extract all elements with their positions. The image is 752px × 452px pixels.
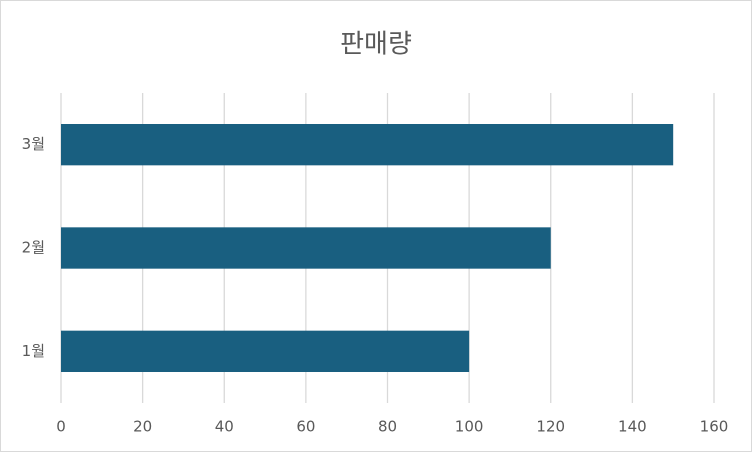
x-tick-label: 160 — [700, 418, 729, 436]
x-tick-label: 120 — [536, 418, 565, 436]
bar — [61, 124, 674, 166]
y-tick-label: 2월 — [22, 239, 45, 257]
x-tick-label: 40 — [215, 418, 234, 436]
x-tick-label: 80 — [378, 418, 397, 436]
chart-title: 판매량 — [340, 30, 412, 60]
x-tick-label: 0 — [56, 418, 66, 436]
y-tick-label: 1월 — [22, 342, 45, 360]
x-tick-label: 140 — [618, 418, 647, 436]
x-tick-label: 20 — [133, 418, 152, 436]
y-tick-label: 3월 — [22, 135, 45, 153]
x-tick-label: 100 — [455, 418, 484, 436]
x-tick-label: 60 — [296, 418, 315, 436]
bar — [61, 330, 470, 372]
bar — [61, 227, 551, 269]
